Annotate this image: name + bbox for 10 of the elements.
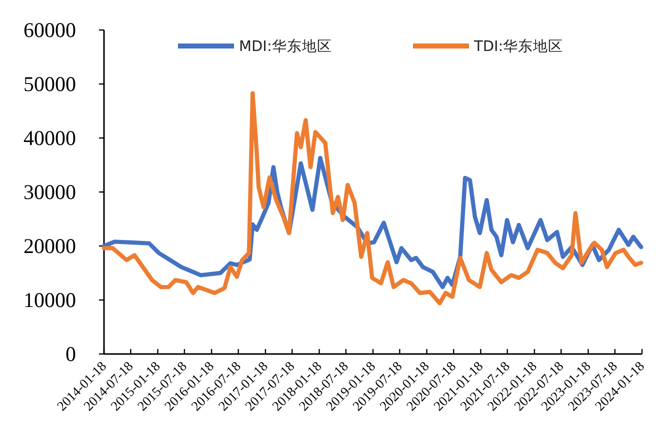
y-tick-label: 40000 bbox=[24, 126, 76, 150]
y-tick-label: 20000 bbox=[24, 234, 76, 258]
y-tick-label: 30000 bbox=[24, 180, 76, 204]
y-tick-label: 60000 bbox=[24, 18, 76, 42]
line-series bbox=[102, 91, 644, 306]
y-tick-label: 50000 bbox=[24, 72, 76, 96]
y-tick-label: 0 bbox=[66, 342, 76, 366]
y-tick-label: 10000 bbox=[24, 288, 76, 312]
legend-label: MDI:华东地区 bbox=[239, 38, 332, 55]
legend-label: TDI:华东地区 bbox=[473, 38, 564, 55]
